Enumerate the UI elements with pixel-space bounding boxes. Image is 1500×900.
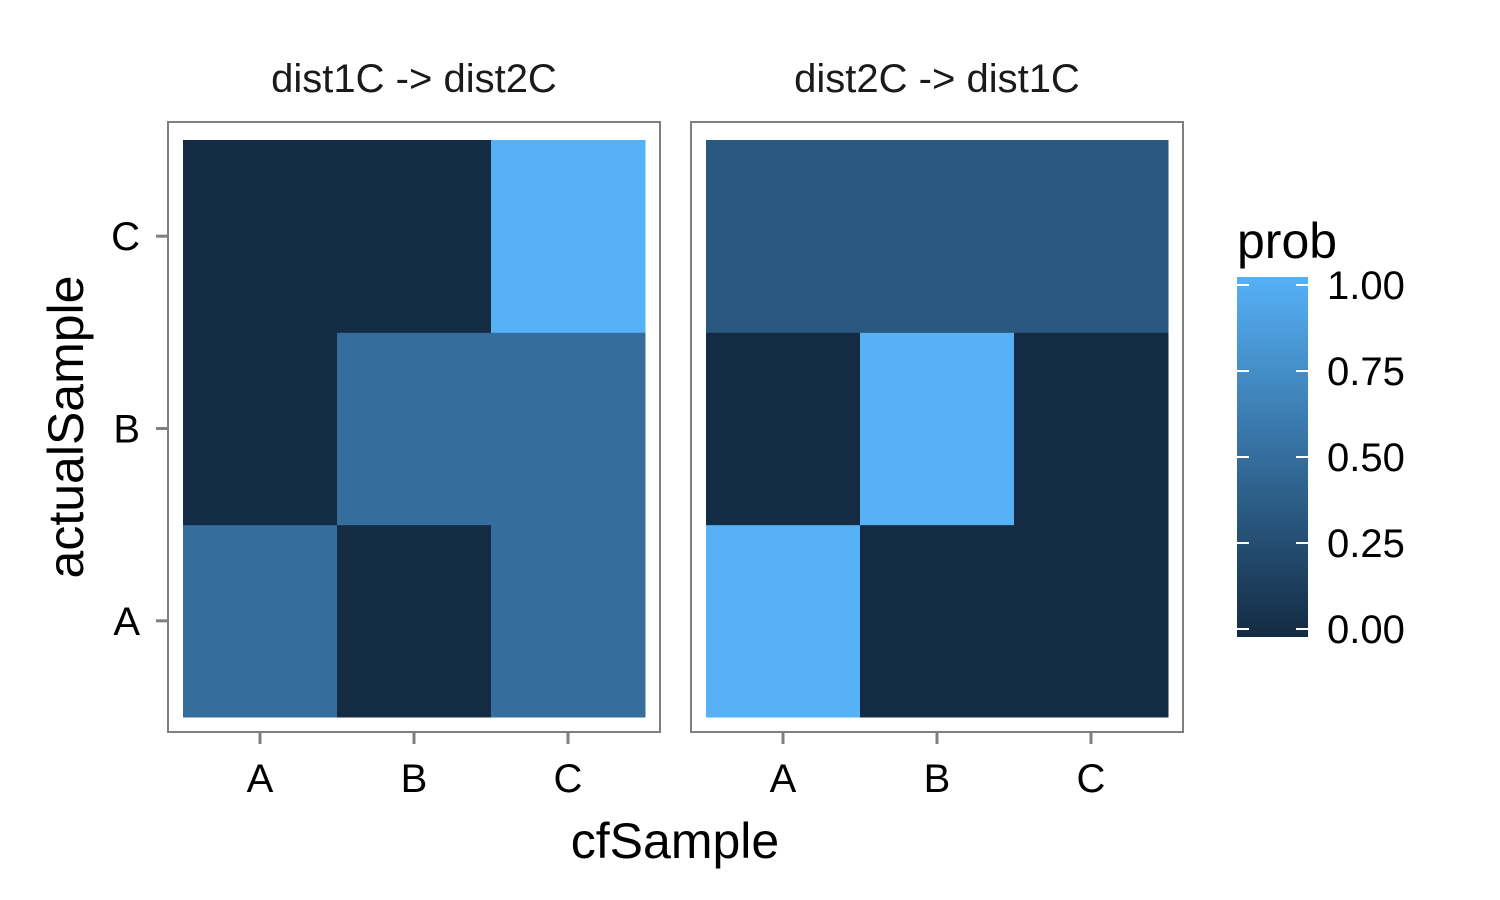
legend-tick-label: 0.25 [1327, 522, 1405, 566]
heatmap-cell [706, 332, 861, 526]
heatmap-cell [491, 140, 646, 333]
heatmap-cell [1014, 140, 1169, 333]
heatmap-cell [706, 140, 861, 333]
legend-tick-label: 0.50 [1327, 436, 1405, 480]
legend-title: prob [1237, 213, 1337, 269]
heatmap-cell [183, 332, 338, 526]
facet-title: dist2C -> dist1C [794, 57, 1080, 101]
heatmap-cell [491, 524, 646, 718]
x-tick-label: B [924, 757, 951, 801]
heatmap-cell [337, 140, 492, 333]
x-tick-label: A [247, 757, 274, 801]
y-tick-label: C [111, 215, 140, 259]
x-axis-title: cfSample [571, 813, 779, 869]
x-tick-label: C [554, 757, 583, 801]
heatmap-cell [706, 524, 861, 718]
facet-panel: dist2C -> dist1C A B C [690, 57, 1184, 801]
legend-tick-label: 0.00 [1327, 608, 1405, 652]
heatmap-cell [337, 524, 492, 718]
heatmap-cell [491, 332, 646, 526]
heatmap-cell [1014, 332, 1169, 526]
heatmap-cell [183, 524, 338, 718]
x-tick-label: B [401, 757, 428, 801]
heatmap-cell [1014, 524, 1169, 718]
x-tick-label: C [1077, 757, 1106, 801]
heatmap-cell [183, 140, 338, 333]
x-tick-label: A [770, 757, 797, 801]
legend: prob 0.00 0.25 0.50 0.75 1.00 [1237, 213, 1405, 652]
heatmap-cell [337, 332, 492, 526]
heatmap-cell [860, 524, 1015, 718]
y-axis: A B C [111, 215, 168, 644]
heatmap-cell [860, 332, 1015, 526]
y-tick-label: B [113, 408, 140, 452]
facet-panel: dist1C -> dist2C A B C [167, 57, 661, 801]
legend-tick-label: 1.00 [1327, 264, 1405, 308]
heatmap-cell [860, 140, 1015, 333]
facet-title: dist1C -> dist2C [271, 57, 557, 101]
y-axis-title: actualSample [38, 276, 94, 579]
y-tick-label: A [113, 600, 140, 644]
legend-tick-label: 0.75 [1327, 350, 1405, 394]
